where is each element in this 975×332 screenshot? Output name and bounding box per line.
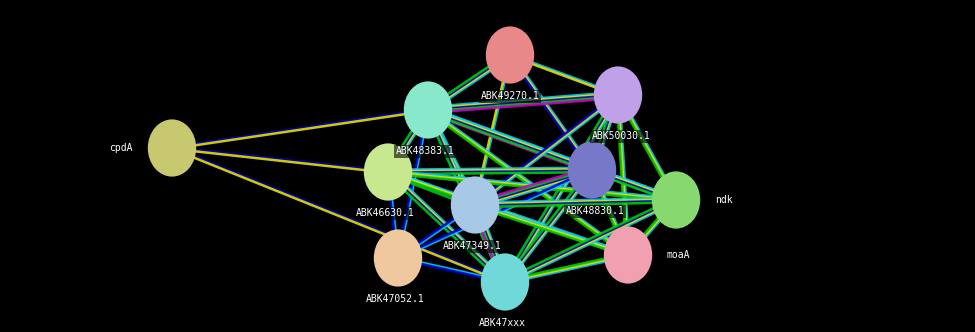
Ellipse shape (364, 143, 412, 201)
Ellipse shape (481, 253, 529, 311)
Ellipse shape (486, 27, 534, 84)
Ellipse shape (652, 171, 700, 229)
Text: ABK46630.1: ABK46630.1 (356, 208, 414, 218)
Text: ABK47349.1: ABK47349.1 (443, 241, 501, 251)
Text: ABK48383.1: ABK48383.1 (396, 146, 454, 156)
Ellipse shape (594, 66, 643, 124)
Text: ABK49270.1: ABK49270.1 (481, 91, 539, 101)
Text: ABK47052.1: ABK47052.1 (366, 294, 424, 304)
Ellipse shape (373, 229, 422, 287)
Ellipse shape (148, 120, 196, 177)
Ellipse shape (567, 141, 616, 199)
Ellipse shape (604, 226, 652, 284)
Text: ndk: ndk (715, 195, 732, 205)
Text: moaA: moaA (667, 250, 690, 260)
Text: ABK48830.1: ABK48830.1 (566, 206, 624, 216)
Text: ABK50030.1: ABK50030.1 (592, 131, 650, 141)
Ellipse shape (450, 176, 499, 234)
Ellipse shape (404, 81, 452, 138)
Text: cpdA: cpdA (109, 143, 134, 153)
Text: ABK47xxx: ABK47xxx (479, 318, 526, 328)
